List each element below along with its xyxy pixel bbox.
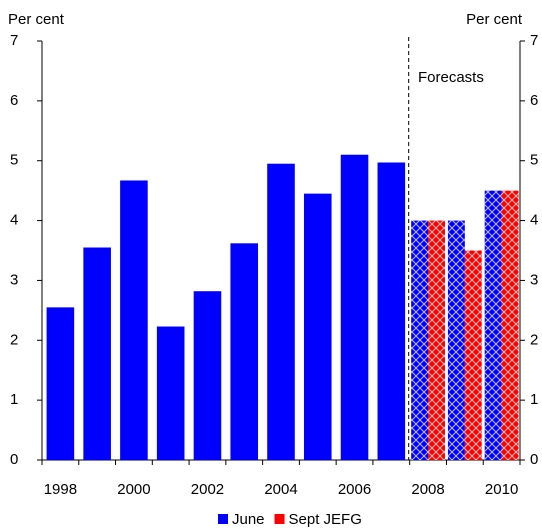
bar [46, 307, 75, 460]
x-tick-label: 1998 [44, 481, 77, 498]
y-tick-label: 4 [10, 212, 18, 229]
bar [340, 154, 369, 460]
bar [83, 247, 111, 460]
x-tick-label: 2010 [485, 481, 518, 498]
y-tick-label: 1 [10, 391, 18, 408]
x-tick-label: 2002 [191, 481, 224, 498]
bar [193, 291, 222, 460]
y2-tick-label: 1 [530, 391, 538, 408]
bar-hatch [501, 190, 519, 460]
annotation: Forecasts [418, 69, 484, 86]
y-axis-label: Per cent [8, 11, 65, 28]
bar-hatch [411, 220, 429, 460]
legend-swatch [274, 514, 285, 524]
y2-tick-label: 5 [530, 152, 538, 169]
bar-hatch [428, 220, 445, 460]
x-tick-label: 2004 [264, 481, 297, 498]
y2-tick-label: 6 [530, 92, 538, 109]
bar [156, 326, 185, 460]
y-tick-label: 6 [10, 92, 18, 109]
bar-hatch [447, 220, 465, 460]
y-tick-label: 2 [10, 331, 18, 348]
bar [303, 193, 332, 460]
bar [267, 163, 295, 460]
y-tick-label: 0 [10, 451, 18, 468]
x-tick-label: 2006 [338, 481, 371, 498]
y-tick-label: 5 [10, 152, 18, 169]
y2-tick-label: 0 [530, 451, 538, 468]
legend-label: June [232, 511, 265, 528]
x-tick-label: 2000 [117, 481, 150, 498]
bar [230, 243, 259, 460]
y2-tick-label: 2 [530, 331, 538, 348]
y-tick-label: 7 [10, 32, 18, 49]
y2-tick-label: 4 [530, 212, 538, 229]
bar-hatch [464, 250, 482, 460]
y-tick-label: 3 [10, 271, 18, 288]
x-tick-label: 2008 [411, 481, 444, 498]
bar [377, 162, 406, 460]
bar [120, 180, 148, 460]
y2-axis-label: Per cent [466, 11, 523, 28]
y2-tick-label: 3 [530, 271, 538, 288]
legend-label: Sept JEFG [289, 511, 362, 528]
bar-hatch [484, 190, 502, 460]
y2-tick-label: 7 [530, 32, 538, 49]
legend-swatch [218, 514, 228, 524]
